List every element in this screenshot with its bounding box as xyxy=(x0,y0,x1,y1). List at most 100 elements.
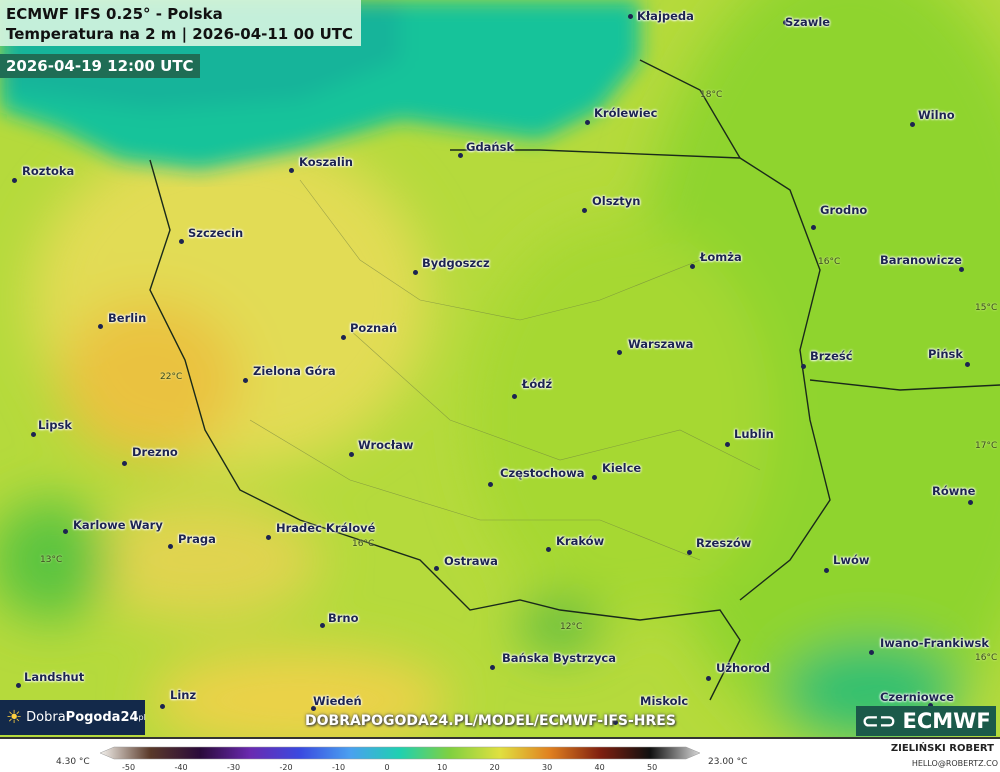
city-marker xyxy=(690,264,695,269)
city-marker xyxy=(592,475,597,480)
temperature-label: 12°C xyxy=(560,622,583,632)
legend-tick: 20 xyxy=(489,763,500,772)
legend-tick: 50 xyxy=(647,763,658,772)
city-marker xyxy=(160,704,165,709)
city-label: Baranowicze xyxy=(880,253,962,267)
temperature-map[interactable]: Kłajpeda Szawle Królewiec Wilno Gdańsk Koszal… xyxy=(0,0,1000,737)
city-label: Szawle xyxy=(785,15,831,29)
city-label: Grodno xyxy=(820,203,868,217)
city-marker xyxy=(413,270,418,275)
city-marker xyxy=(341,335,346,340)
city-marker xyxy=(458,153,463,158)
city-label: Praga xyxy=(178,532,216,546)
city-label: Bydgoszcz xyxy=(422,256,490,270)
city-marker xyxy=(168,544,173,549)
city-label: Zielona Góra xyxy=(253,364,336,378)
city-marker xyxy=(910,122,915,127)
city-marker xyxy=(959,267,964,272)
city-label: Rzeszów xyxy=(696,536,752,550)
city-marker xyxy=(320,623,325,628)
city-label: Lwów xyxy=(833,553,870,567)
legend-tick: -40 xyxy=(174,763,188,772)
city-label: Brno xyxy=(328,611,359,625)
city-marker xyxy=(16,683,21,688)
city-marker xyxy=(12,178,17,183)
city-marker xyxy=(31,432,36,437)
city-marker xyxy=(122,461,127,466)
ecmwf-symbol-icon: ⊂⊃ xyxy=(861,709,897,733)
legend-tick: -30 xyxy=(227,763,241,772)
city-marker xyxy=(801,364,806,369)
city-label: Wilno xyxy=(918,108,955,122)
city-label: Miskolc xyxy=(640,694,689,708)
city-label: Łódź xyxy=(522,377,553,391)
city-label: Użhorod xyxy=(716,661,770,675)
author-email[interactable]: HELLO@ROBERTZ.CO xyxy=(911,759,998,768)
city-marker xyxy=(243,378,248,383)
city-label: Wrocław xyxy=(358,438,414,452)
city-label: Warszawa xyxy=(628,337,694,351)
city-label: Linz xyxy=(170,688,197,702)
map-title: ECMWF IFS 0.25° - Polska xyxy=(6,5,223,23)
city-marker xyxy=(928,703,933,708)
temperature-label: 15°C xyxy=(975,303,998,313)
city-marker xyxy=(687,550,692,555)
city-label: Karlowe Wary xyxy=(73,518,163,532)
legend-tick: 30 xyxy=(542,763,553,772)
city-label: Drezno xyxy=(132,445,178,459)
city-label: Iwano-Frankiwsk xyxy=(880,636,989,650)
legend-tick: -20 xyxy=(279,763,293,772)
city-marker xyxy=(582,208,587,213)
city-label: Równe xyxy=(932,484,976,498)
city-marker xyxy=(783,20,788,25)
city-marker xyxy=(488,482,493,487)
city-label: Łomża xyxy=(700,250,742,264)
color-legend: 4.30 °C -50 -40 -30 -20 -10 0 10 20 30 40 50 23.00… xyxy=(0,737,1000,772)
city-marker xyxy=(98,324,103,329)
source-url[interactable]: DOBRAPOGODA24.PL/MODEL/ECMWF-IFS-HRES xyxy=(305,713,676,729)
city-marker xyxy=(725,442,730,447)
legend-min: 4.30 °C xyxy=(56,757,90,767)
sun-icon: ☀ xyxy=(6,707,23,728)
city-marker xyxy=(179,239,184,244)
city-marker xyxy=(349,452,354,457)
ecmwf-logo: ⊂⊃ ECMWF xyxy=(856,706,996,736)
city-label: Kłajpeda xyxy=(637,9,694,23)
temperature-label: 17°C xyxy=(975,441,998,451)
city-label: Wiedeń xyxy=(313,694,362,708)
author-name: ZIELIŃSKI ROBERT xyxy=(890,743,994,754)
city-marker xyxy=(617,350,622,355)
map-subtitle: Temperatura na 2 m | 2026-04-11 00 UTC xyxy=(6,25,353,43)
legend-tick: 10 xyxy=(437,763,448,772)
temperature-label: 16°C xyxy=(352,539,375,549)
city-label: Olsztyn xyxy=(592,194,641,208)
temperature-label: 22°C xyxy=(160,372,183,382)
valid-time: 2026-04-19 12:00 UTC xyxy=(0,54,200,78)
map-title-box: ECMWF IFS 0.25° - Polska Temperatura na … xyxy=(0,0,361,46)
dobrapogoda24-logo[interactable]: ☀ Dobra Pogoda24 pl xyxy=(0,700,146,735)
legend-max: 23.00 °C xyxy=(708,757,748,767)
city-marker xyxy=(434,566,439,571)
city-marker xyxy=(811,225,816,230)
city-marker xyxy=(613,720,618,725)
legend-colorbar xyxy=(100,746,700,760)
city-label: Poznań xyxy=(350,321,398,335)
city-marker xyxy=(546,547,551,552)
city-marker xyxy=(512,394,517,399)
city-label: Roztoka xyxy=(22,164,75,178)
legend-tick: 0 xyxy=(384,763,390,772)
city-label: Częstochowa xyxy=(500,466,585,480)
city-label: Brześć xyxy=(810,349,853,363)
city-marker xyxy=(266,535,271,540)
city-marker xyxy=(63,529,68,534)
temperature-label: 16°C xyxy=(975,653,998,663)
city-marker xyxy=(824,568,829,573)
city-label: Kielce xyxy=(602,461,642,475)
city-marker xyxy=(965,362,970,367)
city-marker xyxy=(585,120,590,125)
city-label: Lublin xyxy=(734,427,774,441)
temperature-label: 13°C xyxy=(40,555,63,565)
city-label: Kraków xyxy=(556,534,605,548)
city-label: Królewiec xyxy=(594,106,658,120)
city-marker xyxy=(289,168,294,173)
